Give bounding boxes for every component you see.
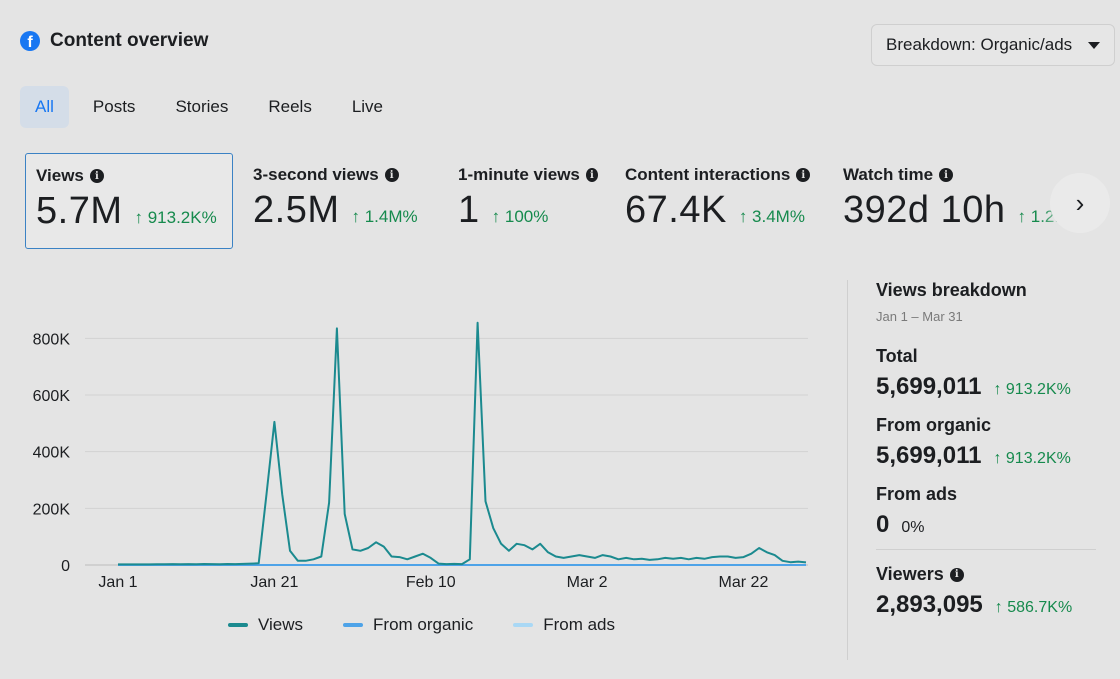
up-arrow-icon: ↑	[993, 450, 1006, 467]
metric-card-1-minute-views[interactable]: 1-minute views i 1 ↑ 100%	[448, 153, 608, 249]
metric-change: 100%	[504, 207, 549, 226]
viewers-label: Viewers	[876, 564, 944, 584]
y-tick-label: 400K	[33, 445, 71, 462]
breakdown-dropdown-label: Breakdown: Organic/ads	[886, 35, 1073, 54]
info-icon[interactable]: i	[384, 168, 399, 182]
up-arrow-icon: ↑	[994, 599, 1008, 616]
metric-value: 1	[458, 189, 480, 231]
up-arrow-icon: ↑	[1017, 207, 1031, 226]
legend-swatch	[513, 623, 534, 627]
x-tick-label: Jan 21	[250, 574, 298, 591]
ads-label: From ads	[876, 484, 958, 504]
info-icon[interactable]: i	[939, 168, 954, 182]
metric-change: 913.2K%	[147, 208, 217, 227]
page-title: Content overview	[50, 30, 209, 51]
info-icon[interactable]: i	[89, 169, 104, 183]
x-tick-label: Mar 22	[719, 574, 769, 591]
organic-value: 5,699,011	[876, 442, 982, 469]
info-icon[interactable]: i	[585, 168, 598, 182]
total-label: Total	[876, 346, 918, 366]
tab-reels[interactable]: Reels	[268, 97, 312, 116]
page-header: f Content overview	[20, 30, 208, 52]
carousel-next-button[interactable]: ›	[1050, 173, 1110, 233]
metric-card-3-second-views[interactable]: 3-second views i 2.5M ↑ 1.4M%	[243, 153, 443, 249]
legend-item-from-ads[interactable]: From ads	[513, 615, 615, 635]
tab-stories[interactable]: Stories	[175, 97, 229, 116]
chevron-right-icon: ›	[1075, 187, 1085, 218]
up-arrow-icon: ↑	[134, 208, 148, 227]
total-value: 5,699,011	[876, 373, 982, 400]
date-range: Jan 1 – Mar 31	[876, 309, 963, 324]
legend-item-from-organic[interactable]: From organic	[343, 615, 473, 635]
up-arrow-icon: ↑	[738, 207, 753, 226]
metric-label: Views	[36, 166, 84, 185]
up-arrow-icon: ↑	[993, 381, 1006, 398]
info-icon[interactable]: i	[796, 168, 811, 182]
x-tick-label: Mar 2	[567, 574, 608, 591]
y-tick-label: 200K	[33, 501, 71, 518]
info-icon[interactable]: i	[949, 567, 964, 582]
organic-label: From organic	[876, 415, 992, 435]
metric-value: 2.5M	[253, 189, 340, 231]
metric-change: 1.4M%	[364, 207, 418, 226]
breakdown-dropdown[interactable]: Breakdown: Organic/ads	[871, 24, 1115, 66]
metric-label: Watch time	[843, 165, 934, 184]
y-tick-label: 600K	[33, 388, 71, 405]
legend-label: From organic	[373, 615, 474, 634]
divider	[876, 549, 1096, 550]
legend-swatch	[228, 623, 248, 627]
tab-all[interactable]: All	[20, 86, 69, 128]
series-line-views	[118, 321, 807, 566]
metric-card-views[interactable]: Views i 5.7M ↑ 913.2K%	[25, 153, 233, 249]
up-arrow-icon: ↑	[351, 207, 365, 226]
total-change: 913.2K%	[1005, 381, 1071, 398]
y-tick-label: 800K	[33, 331, 71, 348]
metric-label: Content interactions	[625, 165, 791, 184]
panel-title: Views breakdown	[876, 280, 1027, 300]
views-line-chart: 0 200K 400K 600K 800K Jan 1 Jan 21 Feb 10 Mar 2 M…	[33, 321, 808, 591]
caret-down-icon	[1088, 41, 1100, 49]
tab-posts[interactable]: Posts	[92, 97, 136, 116]
legend-swatch	[343, 623, 364, 627]
chart-legend: Views From organic From ads	[228, 615, 615, 635]
metric-value: 392d 10h	[843, 189, 1006, 231]
views-breakdown-panel: Views breakdown Jan 1 – Mar 31 Total 5,6…	[847, 280, 1120, 660]
up-arrow-icon: ↑	[491, 207, 505, 226]
ads-pct: 0%	[901, 519, 925, 536]
metric-change: 3.4M%	[752, 207, 805, 226]
content-tabs: All Posts Stories Reels Live	[20, 86, 407, 128]
legend-label: Views	[258, 615, 304, 634]
facebook-logo-icon: f	[20, 31, 40, 51]
metric-value: 67.4K	[625, 189, 727, 231]
organic-change: 913.2K%	[1005, 450, 1071, 467]
legend-item-views[interactable]: Views	[228, 615, 303, 635]
viewers-value: 2,893,095	[876, 591, 983, 618]
viewers-change: 586.7K%	[1007, 599, 1073, 616]
metric-value: 5.7M	[36, 190, 123, 232]
metrics-carousel: Views i 5.7M ↑ 913.2K% 3-second views i 2.…	[25, 153, 1120, 249]
x-tick-label: Feb 10	[406, 574, 456, 591]
legend-label: From ads	[543, 615, 615, 634]
metric-label: 3-second views	[253, 165, 379, 184]
y-tick-label: 0	[61, 558, 70, 575]
tab-live[interactable]: Live	[351, 97, 384, 116]
ads-value: 0	[876, 511, 890, 538]
metric-card-content-interactions[interactable]: Content interactions i 67.4K ↑ 3.4M%	[615, 153, 825, 249]
metric-label: 1-minute views	[458, 165, 580, 184]
x-tick-label: Jan 1	[98, 574, 137, 591]
